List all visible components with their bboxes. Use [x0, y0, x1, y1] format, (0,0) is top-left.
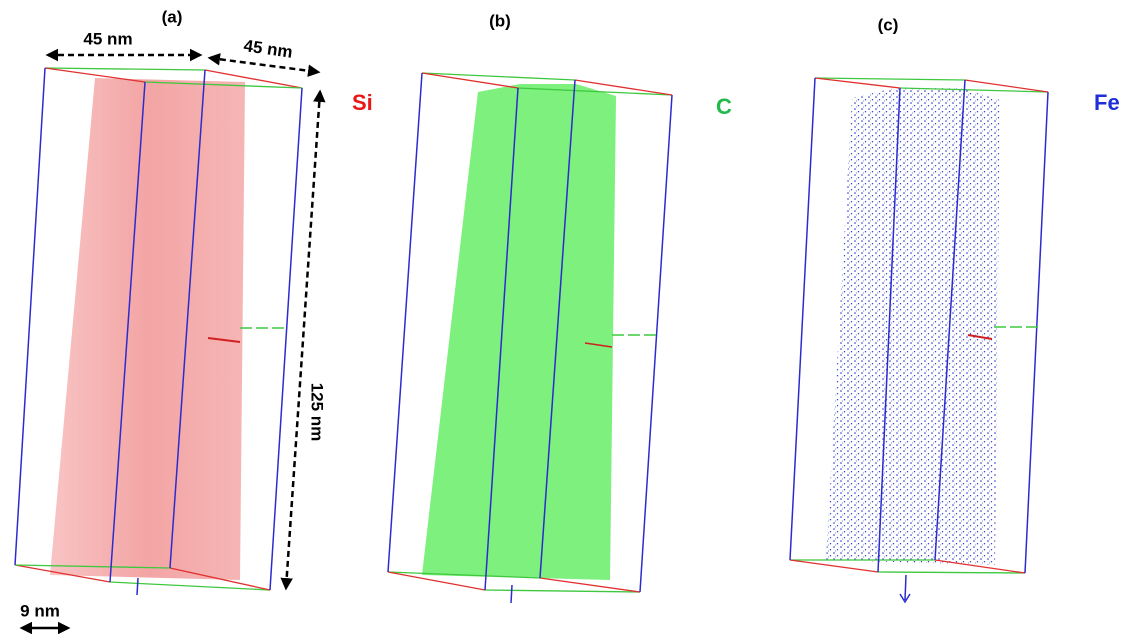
box-edge — [790, 77, 1049, 574]
panel-label: (b) — [489, 11, 511, 30]
c-volume — [422, 84, 616, 580]
element-label: C — [716, 94, 732, 119]
axis-marker — [967, 334, 993, 340]
dimension-arrow — [280, 89, 326, 591]
dimension-label: 45 nm — [83, 29, 132, 48]
axis-marker — [584, 342, 613, 348]
panel-label: (a) — [162, 7, 183, 26]
panel-a — [14, 67, 303, 596]
dimension-label: 45 nm — [242, 36, 293, 62]
fe-volume — [826, 88, 1000, 565]
box-edge — [14, 67, 303, 591]
dimension-label: 125 nm — [308, 383, 327, 442]
box-edge — [387, 72, 673, 604]
box-edge — [789, 77, 1049, 574]
panel-c — [789, 77, 1049, 604]
box-edge — [14, 67, 303, 596]
panel-b — [387, 72, 673, 604]
scale-label: 9 nm — [20, 601, 60, 620]
axis-marker — [207, 337, 241, 343]
element-label: Si — [352, 90, 373, 115]
element-label: Fe — [1094, 90, 1120, 115]
box-edge — [387, 72, 673, 593]
box-edge — [44, 67, 271, 591]
box-edge — [387, 72, 673, 593]
si-volume — [50, 78, 245, 580]
box-edge — [14, 81, 303, 569]
dimension-arrow — [207, 53, 321, 77]
panel-label: (c) — [878, 15, 899, 34]
box-edge — [789, 77, 1049, 604]
